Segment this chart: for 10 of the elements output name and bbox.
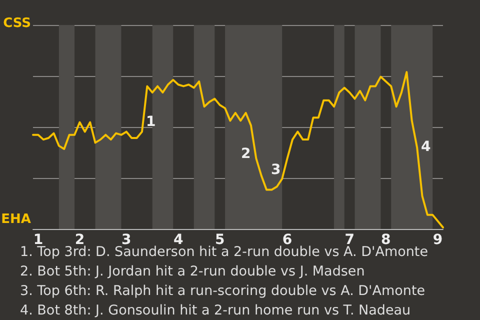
annotation: 2 [241, 146, 251, 162]
text: CSS [3, 16, 31, 31]
annotation: 4 [421, 139, 431, 155]
x-tick-label: 9 [432, 232, 443, 248]
text: EHA [1, 212, 31, 227]
annotation: 3 [271, 162, 281, 178]
annotation: 1 [146, 114, 156, 130]
text: 2. Bot 5th: J. Jordan hit a 2-run double vs J. Madsen [20, 264, 365, 280]
text: 3. Top 6th: R. Ralph hit a run-scoring double vs A. D'Amonte [20, 283, 426, 299]
text: 4. Bot 8th: J. Gonsoulin hit a 2-run home run vs T. Nadeau [20, 302, 411, 318]
